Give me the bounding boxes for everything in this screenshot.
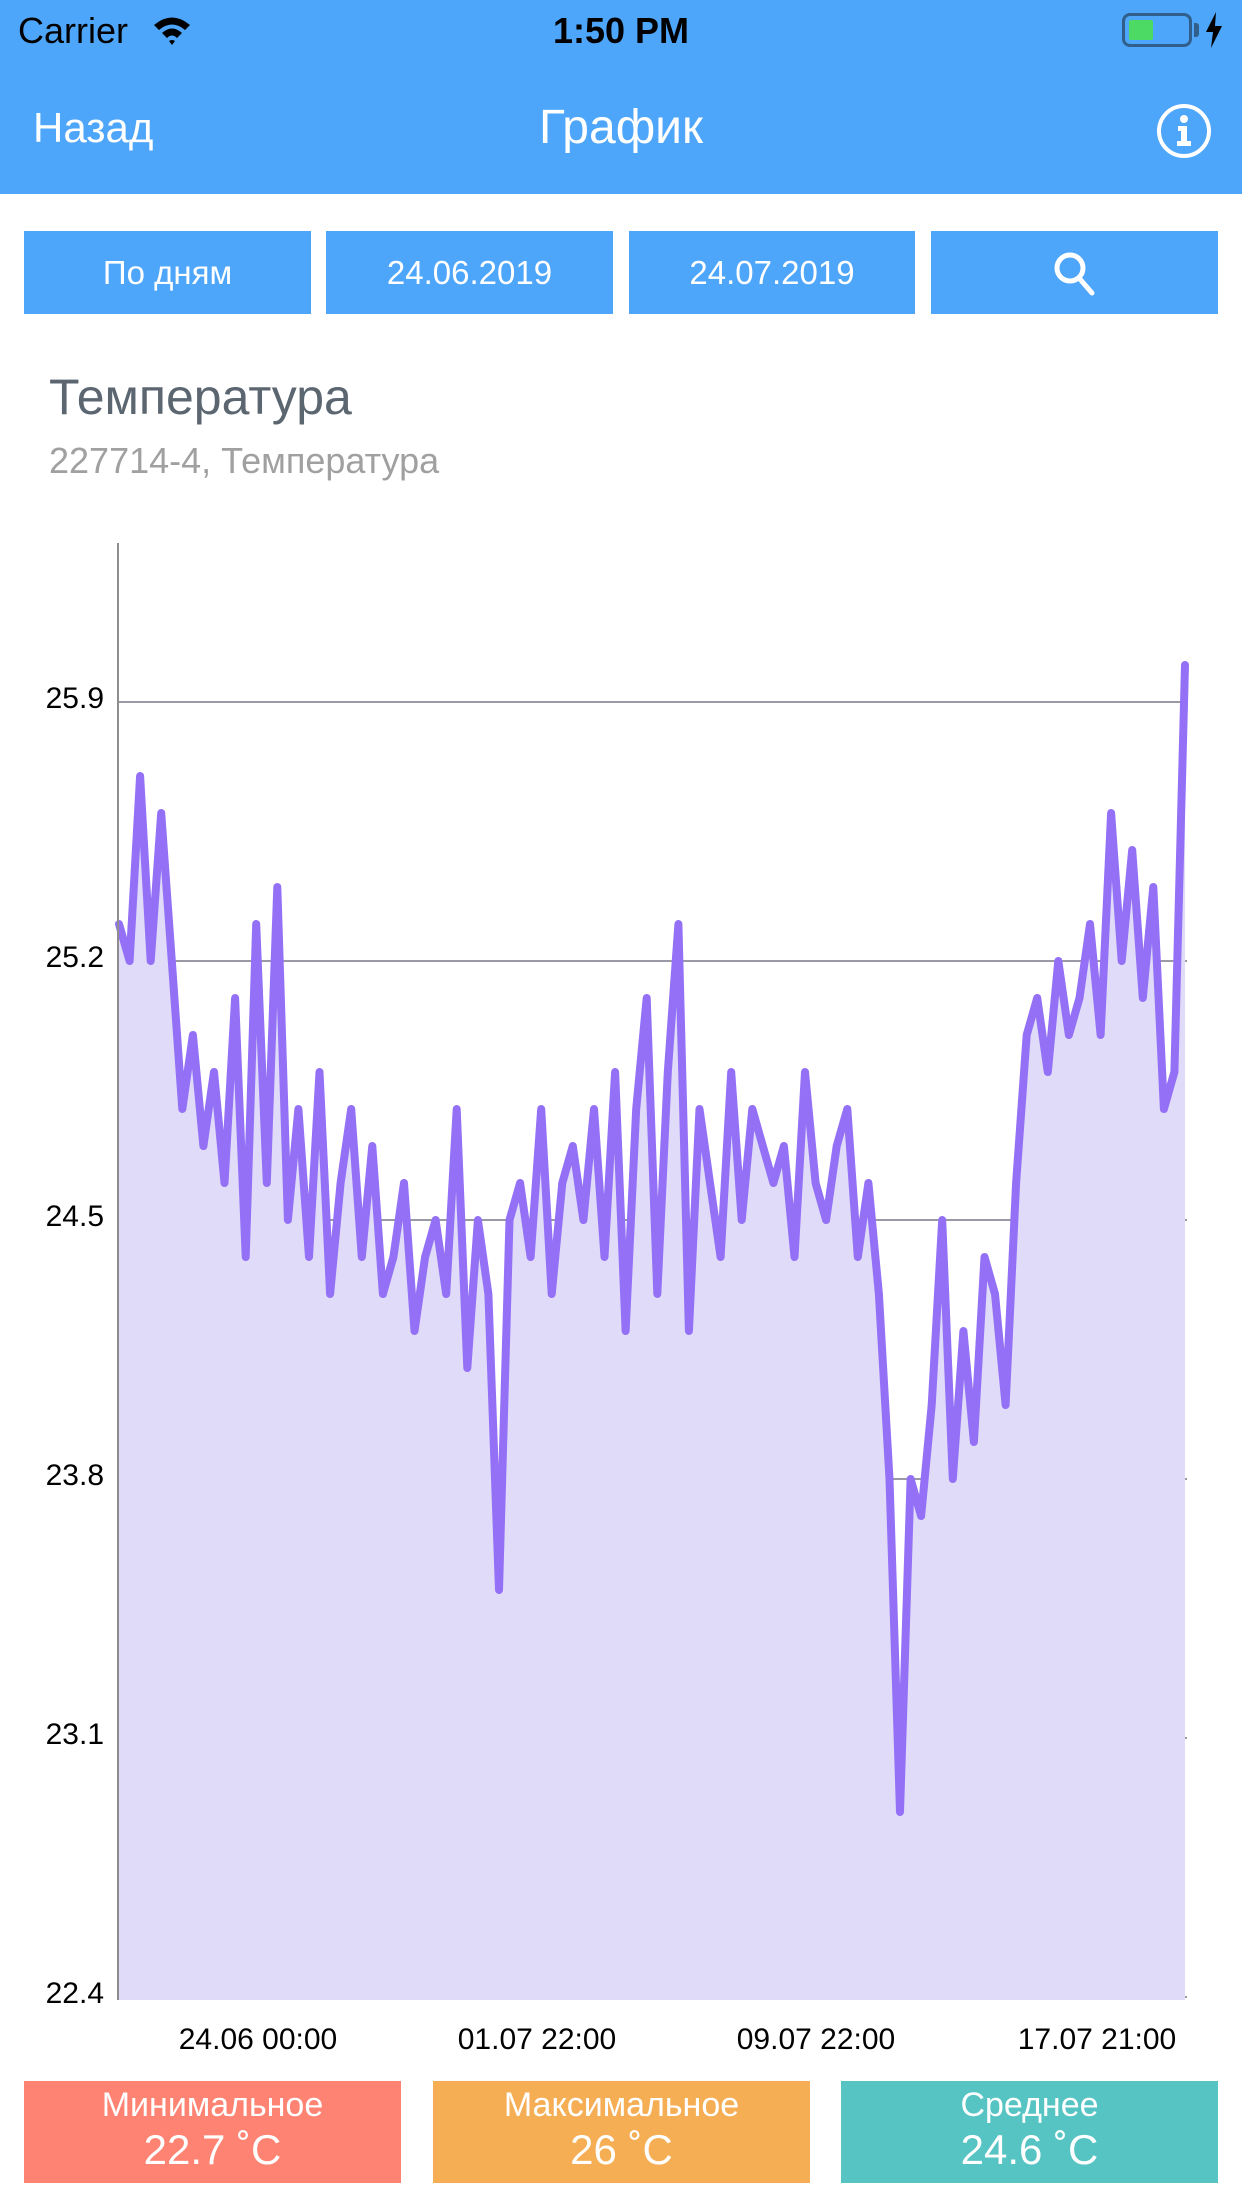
- search-button[interactable]: [931, 231, 1218, 314]
- chart-plot[interactable]: [0, 520, 1242, 2000]
- chart-area-fill: [119, 665, 1185, 2000]
- x-tick-label: 17.07 21:00: [1017, 2023, 1177, 2056]
- max-stat-card: Максимальное 26 ˚C: [433, 2081, 810, 2183]
- avg-stat-value: 24.6 ˚C: [960, 2126, 1099, 2173]
- chart-title: Температура: [49, 369, 352, 425]
- carrier-label: Carrier: [18, 10, 129, 51]
- chart-line: [115, 661, 1189, 1816]
- wifi-icon: [154, 17, 190, 45]
- max-stat-label: Максимальное: [503, 2086, 740, 2124]
- y-tick-label: 25.9: [45, 682, 104, 715]
- date-to-button[interactable]: 24.07.2019: [629, 231, 915, 314]
- min-stat-card: Минимальное 22.7 ˚C: [24, 2081, 401, 2183]
- date-to-label: 24.07.2019: [689, 253, 855, 291]
- clock: 1:50 PM: [552, 10, 690, 51]
- avg-stat-label: Среднее: [960, 2086, 1099, 2124]
- date-from-button[interactable]: 24.06.2019: [326, 231, 613, 314]
- info-icon[interactable]: [1156, 103, 1212, 159]
- top-bar: Carrier 1:50 PM Назад График: [0, 0, 1242, 194]
- y-tick-label: 22.4: [45, 1977, 104, 2010]
- page-title: График: [539, 101, 703, 154]
- chart-subtitle: 227714-4, Температура: [49, 440, 440, 481]
- period-selector-button[interactable]: По дням: [24, 231, 311, 314]
- x-tick-label: 24.06 00:00: [178, 2023, 338, 2056]
- charging-bolt-icon: [1206, 12, 1222, 48]
- date-from-label: 24.06.2019: [386, 253, 553, 291]
- max-stat-value: 26 ˚C: [570, 2126, 673, 2173]
- back-button[interactable]: Назад: [33, 104, 154, 151]
- x-tick-label: 09.07 22:00: [736, 2023, 896, 2056]
- temperature-chart[interactable]: 25.9 25.2 24.5 23.8 23.1 22.4 24.06 00:0…: [0, 520, 1242, 2060]
- search-icon: [1054, 252, 1094, 295]
- status-bar: Carrier 1:50 PM: [0, 0, 1242, 60]
- y-tick-label: 25.2: [45, 941, 104, 974]
- avg-stat-card: Среднее 24.6 ˚C: [841, 2081, 1218, 2183]
- battery-tip: [1194, 23, 1199, 37]
- y-tick-label: 23.1: [45, 1718, 104, 1751]
- min-stat-label: Минимальное: [101, 2086, 324, 2124]
- y-tick-label: 24.5: [45, 1200, 104, 1233]
- battery-icon: [1122, 13, 1192, 47]
- y-tick-label: 23.8: [45, 1459, 104, 1492]
- min-stat-value: 22.7 ˚C: [143, 2126, 282, 2173]
- period-label: По дням: [102, 253, 233, 291]
- x-tick-label: 01.07 22:00: [457, 2023, 617, 2056]
